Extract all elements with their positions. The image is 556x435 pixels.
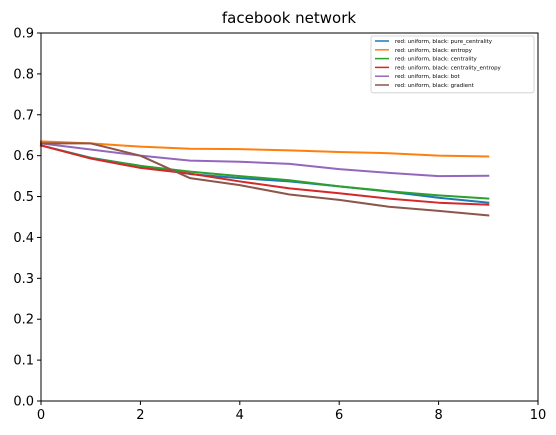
legend-entry: red: uniform, black: centrality [395,57,478,63]
plot-frame [40,32,539,402]
y-tick-label: 0.9 [13,27,34,42]
x-tick-label: 6 [335,408,343,423]
series-line-4 [39,142,490,178]
legend-entry: red: uniform, black: centrality_entropy [395,65,502,71]
y-tick-label: 0.5 [13,190,34,205]
x-tick-label: 0 [37,408,45,423]
series-line-2 [39,144,490,200]
x-tick-label: 10 [530,408,547,423]
legend-box [370,35,535,94]
legend-entry: red: uniform, black: bot [395,74,460,80]
legend-entry: red: uniform, black: entropy [395,48,473,54]
y-tick-label: 0.7 [13,108,34,123]
series-layer [39,140,490,217]
y-tick-label: 0.6 [13,149,34,164]
y-tick-label: 0.4 [13,231,34,246]
series-line-5 [40,142,490,217]
x-tick-label: 2 [136,408,144,423]
legend: red: uniform, black: pure_centrality red:… [370,35,535,94]
chart-title: facebook network [222,9,357,27]
y-tick-label: 0.0 [13,395,34,410]
x-tick-label: 8 [434,408,442,423]
legend-entry: red: uniform, black: gradient [395,83,475,89]
y-tick-label: 0.1 [13,354,34,369]
y-tick-label: 0.3 [13,272,34,287]
tick-layer: 0 2 4 6 8 10 0.0 0.1 0.2 0.3 0.4 0.5 0.6 0.7 0.8 0.9 [13,27,546,424]
legend-entry: red: uniform, black: pure_centrality [395,39,493,45]
series-line-1 [39,140,490,158]
y-tick-label: 0.8 [13,67,34,82]
x-tick-label: 4 [236,408,244,423]
series-line-3 [39,144,490,206]
y-tick-label: 0.2 [13,313,34,328]
